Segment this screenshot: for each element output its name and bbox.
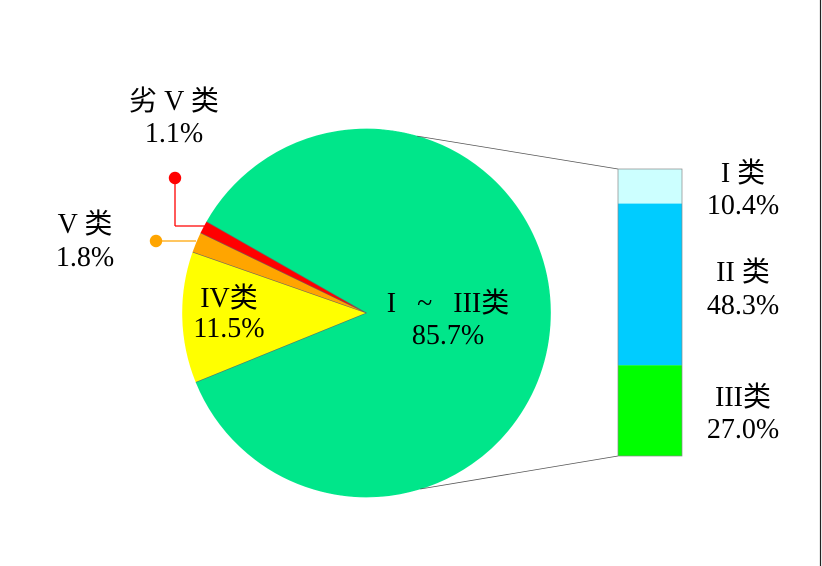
svg-text:48.3%: 48.3% bbox=[707, 290, 779, 321]
svg-text:27.0%: 27.0% bbox=[707, 414, 779, 445]
svg-text:II 类: II 类 bbox=[716, 256, 770, 288]
svg-text:I ~ III类: I ~ III类 bbox=[387, 287, 509, 319]
svg-text:85.7%: 85.7% bbox=[412, 320, 484, 351]
svg-text:IV类: IV类 bbox=[200, 282, 258, 314]
svg-text:劣 V 类: 劣 V 类 bbox=[129, 85, 219, 117]
svg-text:I 类: I 类 bbox=[721, 157, 765, 189]
svg-text:10.4%: 10.4% bbox=[707, 190, 779, 221]
svg-text:III类: III类 bbox=[715, 381, 771, 413]
svg-text:V 类: V 类 bbox=[58, 208, 113, 240]
svg-text:1.8%: 1.8% bbox=[56, 242, 114, 273]
svg-text:11.5%: 11.5% bbox=[193, 313, 264, 344]
svg-text:1.1%: 1.1% bbox=[145, 118, 203, 149]
